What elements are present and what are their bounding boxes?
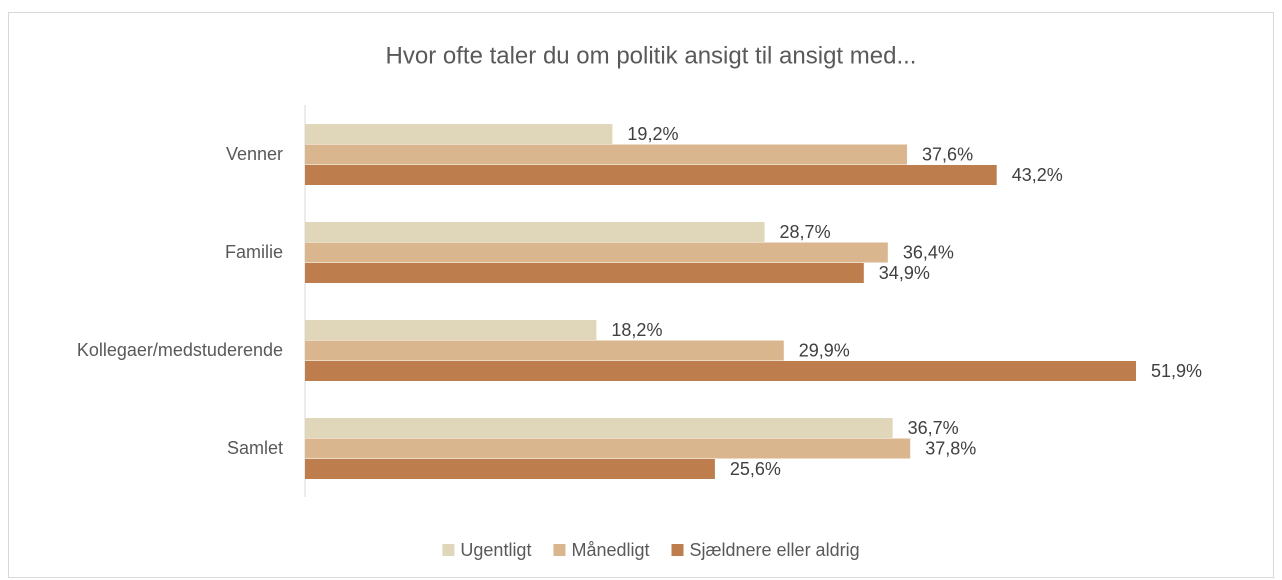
legend-label: Månedligt xyxy=(571,540,649,560)
y-tick-label: Kollegaer/medstuderende xyxy=(77,340,283,360)
y-tick-label: Samlet xyxy=(227,438,283,458)
data-label: 43,2% xyxy=(1012,165,1063,185)
data-label: 29,9% xyxy=(799,340,850,360)
data-label: 19,2% xyxy=(627,124,678,144)
legend-label: Sjældnere eller aldrig xyxy=(690,540,860,560)
bar xyxy=(305,418,893,438)
legend-label: Ugentligt xyxy=(460,540,531,560)
chart-title: Hvor ofte taler du om politik ansigt til… xyxy=(386,42,917,69)
data-label: 36,4% xyxy=(903,242,954,262)
data-label: 28,7% xyxy=(780,222,831,242)
data-label: 25,6% xyxy=(730,459,781,479)
legend-swatch xyxy=(553,544,566,556)
bar xyxy=(305,361,1136,381)
bar xyxy=(305,165,997,185)
legend-swatch xyxy=(671,544,684,556)
bar xyxy=(305,222,765,242)
bar xyxy=(305,340,784,361)
bar xyxy=(305,459,715,479)
data-label: 37,6% xyxy=(922,144,973,164)
y-tick-label: Venner xyxy=(226,144,283,164)
legend-swatch xyxy=(442,544,455,556)
data-label: 37,8% xyxy=(925,438,976,458)
chart-frame xyxy=(8,12,1274,578)
data-label: 36,7% xyxy=(908,418,959,438)
bar xyxy=(305,263,864,283)
data-label: 34,9% xyxy=(879,263,930,283)
bar xyxy=(305,144,908,165)
bar xyxy=(305,438,911,459)
bar xyxy=(305,242,888,263)
bar xyxy=(305,124,613,144)
data-label: 51,9% xyxy=(1151,361,1202,381)
bar xyxy=(305,320,597,340)
y-tick-label: Familie xyxy=(225,242,283,262)
data-label: 18,2% xyxy=(611,320,662,340)
